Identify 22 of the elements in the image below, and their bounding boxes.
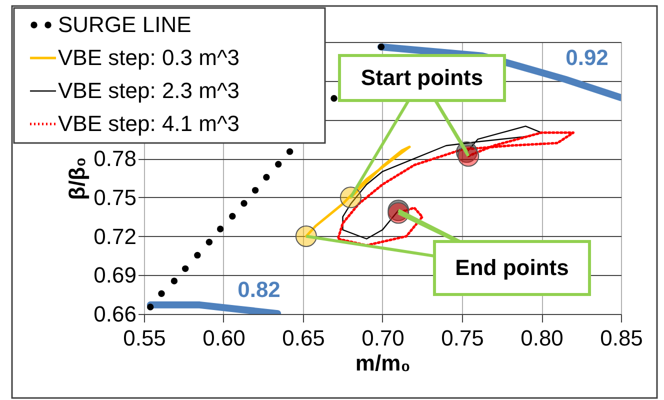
annotation: 0.82 <box>238 277 280 302</box>
x-tick-label: 0.65 <box>282 326 325 350</box>
annotation: 0.92 <box>566 45 608 70</box>
x-tick-label: 0.55 <box>123 326 166 350</box>
y-tick-label: 0.66 <box>94 302 136 326</box>
annotation: Start points <box>360 65 484 90</box>
x-axis-title: m/m₀ <box>355 350 411 376</box>
x-tick-label: 0.80 <box>520 326 564 350</box>
y-tick-label: 0.69 <box>94 262 136 288</box>
annotation: End points <box>455 255 569 280</box>
y-tick-label: 0.72 <box>94 224 136 249</box>
x-tick-label: 0.70 <box>362 326 404 350</box>
y-tick-label: 0.78 <box>94 146 136 172</box>
x-tick-label: 0.75 <box>441 326 484 350</box>
x-tick-label: 0.85 <box>600 326 643 350</box>
y-tick-label: 0.75 <box>94 184 136 210</box>
x-tick-label: 0.60 <box>202 326 246 350</box>
legend-label: VBE step: 0.3 m^3 <box>58 45 240 70</box>
legend-label: VBE step: 4.1 m^3 <box>58 111 240 136</box>
legend-label: SURGE LINE <box>58 12 192 37</box>
legend-label: VBE step: 2.3 m^3 <box>58 78 240 103</box>
y-axis-title: β/β₀ <box>64 157 90 200</box>
